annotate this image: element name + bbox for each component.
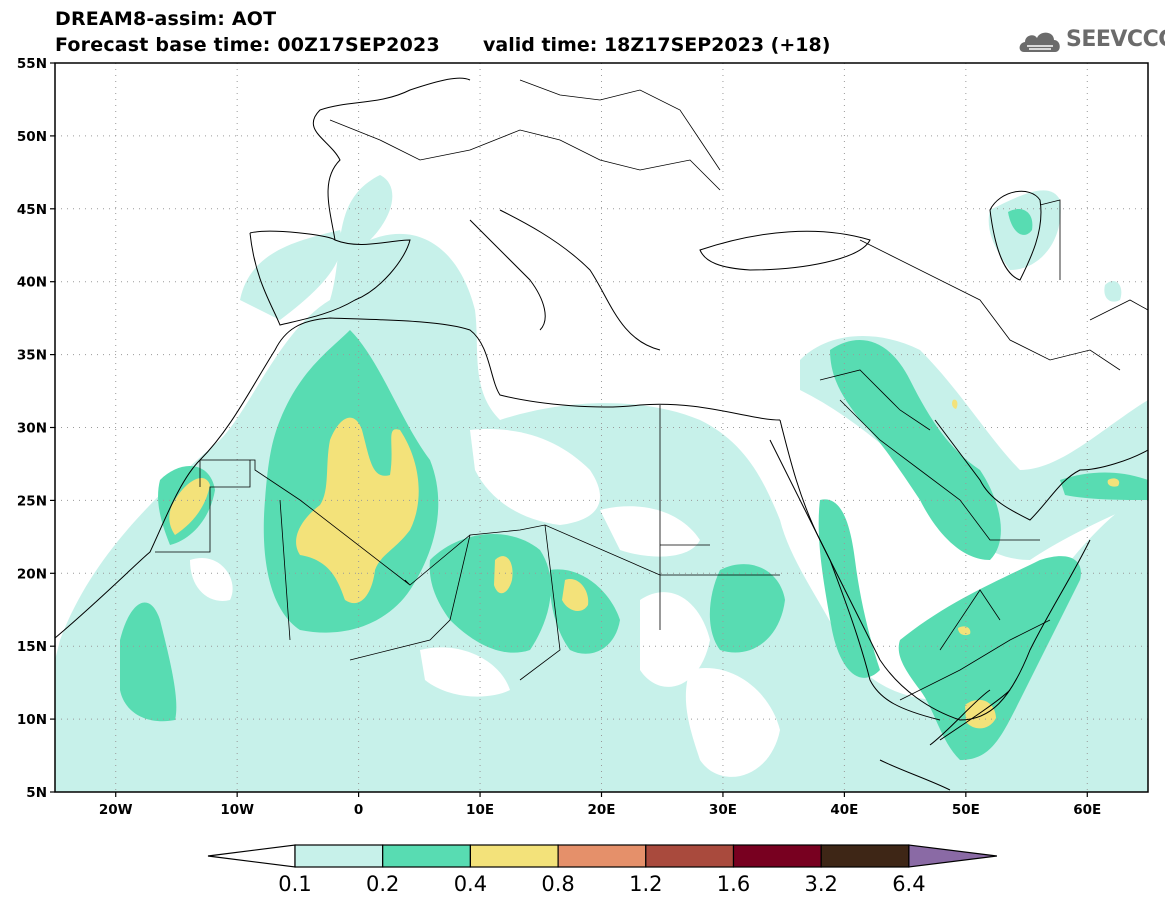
lat-tick-label: 35N [17,348,47,364]
lat-tick-label: 40N [17,275,47,291]
valid-time: valid time: 18Z17SEP2023 (+18) [483,34,831,56]
lat-tick-label: 30N [17,421,47,437]
colorbar-swatch [294,844,384,868]
colorbar-swatch [557,844,647,868]
lat-tick-label: 50N [17,129,47,145]
colorbar-level-label: 1.6 [717,872,750,896]
country-borders [155,79,1148,701]
colorbar-swatch [469,844,559,868]
lon-tick-label: 10E [466,802,494,818]
graticule [55,63,1148,792]
colorbar-level-label: 0.1 [278,872,311,896]
lon-tick-label: 10W [220,802,254,818]
colorbar-level-label: 0.4 [454,872,487,896]
colorbar: 0.1 0.2 0.4 0.8 1.2 1.6 3.2 6.4 [207,844,997,896]
lon-tick-label: 20W [99,802,133,818]
colorbar-over-arrow [908,844,997,868]
logo-text: SEEVCCC [1066,27,1165,52]
lon-tick-label: 30E [709,802,737,818]
lat-tick-label: 15N [17,639,47,655]
lon-tick-label: 50E [952,802,980,818]
latitude-axis: 55N 50N 45N 40N 35N 30N 25N 20N 15N 10N 5N [17,56,55,801]
aot-low-areas [190,429,780,777]
colorbar-level-label: 6.4 [892,872,925,896]
colorbar-under-arrow [207,844,296,868]
colorbar-swatch [382,844,472,868]
colorbar-swatch [820,844,910,868]
aot-band-0.4-0.8 [169,399,1120,729]
colorbar-level-label: 1.2 [629,872,662,896]
colorbar-swatch [645,844,735,868]
colorbar-level-label: 3.2 [804,872,837,896]
lat-tick-label: 10N [17,712,47,728]
cloud-logo-icon [1019,32,1060,52]
lon-tick-label: 0 [354,802,363,818]
map-title: DREAM8-assim: AOT [55,8,277,30]
lon-tick-label: 40E [830,802,858,818]
longitude-axis: 20W 10W 0 10E 20E 30E 40E 50E 60E [99,792,1101,818]
lat-tick-label: 25N [17,493,47,509]
lat-tick-label: 5N [26,785,47,801]
lat-tick-label: 55N [17,56,47,72]
colorbar-level-label: 0.2 [366,872,399,896]
lon-tick-label: 60E [1073,802,1101,818]
lon-tick-label: 20E [587,802,615,818]
colorbar-swatch [732,844,822,868]
coastlines [55,77,1148,791]
lat-tick-label: 20N [17,566,47,582]
colorbar-level-label: 0.8 [541,872,574,896]
lat-tick-label: 45N [17,202,47,218]
forecast-base-time: Forecast base time: 00Z17SEP2023 [55,34,440,56]
